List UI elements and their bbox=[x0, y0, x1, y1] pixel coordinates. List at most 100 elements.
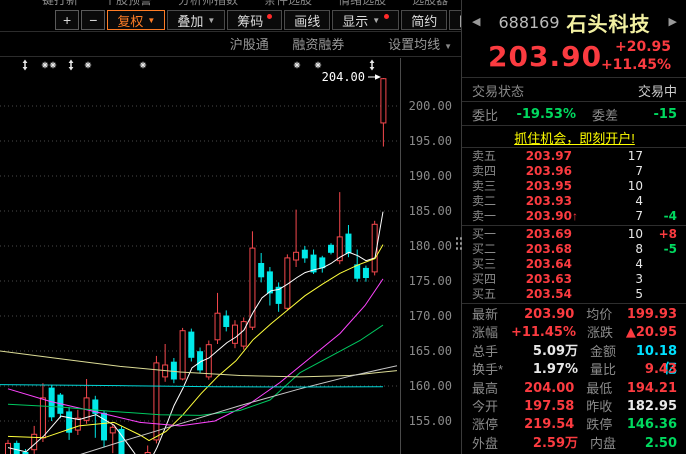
toolbar-button-叠加[interactable]: 叠加 ▼ bbox=[167, 10, 226, 30]
bid-volume: 8 bbox=[635, 242, 643, 256]
candle-body bbox=[153, 362, 160, 441]
stock-header: ◀ 688169 石头科技 ▶ bbox=[462, 9, 686, 36]
stat-label: 内盘 bbox=[590, 435, 617, 451]
ask-delta bbox=[643, 149, 677, 164]
stat-label: 今开 bbox=[472, 398, 499, 414]
open-account-link[interactable]: 抓住机会，即刻开户! bbox=[514, 130, 635, 146]
notification-dot-icon bbox=[384, 14, 390, 19]
stat-value: 203.90 bbox=[524, 307, 575, 322]
price-direction-arrow-icon bbox=[572, 257, 582, 272]
bid-label: 买五 bbox=[472, 287, 497, 301]
stats-row: 涨幅 +11.45% 涨跌 ▲20.95 bbox=[462, 324, 686, 342]
link-margin-trading[interactable]: 融资融券 bbox=[292, 37, 345, 52]
stat-label: 涨幅 bbox=[472, 325, 499, 341]
candle-body bbox=[170, 361, 177, 380]
y-axis-label: 155.00 bbox=[408, 414, 452, 428]
event-updown-icon bbox=[369, 59, 375, 63]
stat-label: 最低 bbox=[586, 380, 613, 396]
toolbar-button-筹码[interactable]: 筹码 bbox=[227, 10, 283, 30]
bid-delta: -5 bbox=[663, 242, 677, 256]
stats-row: 最高 204.00 最低 194.21 bbox=[462, 380, 686, 398]
bid-label: 买三 bbox=[472, 257, 497, 271]
candle-body bbox=[22, 452, 29, 454]
candle-body bbox=[319, 257, 326, 269]
stat-label: 均价 bbox=[586, 307, 613, 322]
event-updown-icon bbox=[22, 59, 28, 63]
stat-label: 金额 bbox=[590, 343, 617, 359]
stat-label: 外盘 bbox=[472, 435, 499, 451]
ask-label: 卖二 bbox=[472, 194, 497, 208]
y-axis-label: 190.00 bbox=[408, 169, 452, 183]
stat-value: 1.97% bbox=[532, 362, 578, 378]
candle-body bbox=[310, 254, 317, 273]
event-star-icon bbox=[85, 62, 91, 68]
event-updown-icon bbox=[369, 67, 375, 71]
next-stock-arrow[interactable]: ▶ bbox=[668, 16, 677, 28]
stat-value: 197.58 bbox=[524, 398, 575, 414]
zoom-in-button[interactable]: + bbox=[55, 10, 80, 30]
ask-volume: 4 bbox=[635, 194, 643, 208]
chevron-down-icon: ▼ bbox=[207, 15, 216, 25]
last-price: 203.90 bbox=[488, 40, 603, 73]
button-label: 简约 bbox=[411, 13, 438, 29]
ask-delta bbox=[643, 179, 677, 194]
event-updown-icon bbox=[68, 59, 74, 63]
stat-label: 量比 bbox=[590, 362, 617, 378]
link-hgt[interactable]: 沪股通 bbox=[229, 37, 269, 52]
button-label: − bbox=[89, 12, 98, 28]
bid-price: 203.63 bbox=[525, 272, 572, 286]
change-percent: +11.45% bbox=[600, 57, 671, 73]
weibi-row: 委比 -19.53% 委差 -15 bbox=[462, 103, 686, 125]
candlestick-chart[interactable]: 204.00 bbox=[0, 58, 402, 454]
candle-body bbox=[144, 452, 151, 454]
chart-sub-toolbar: 沪股通 融资融券 设置均线 ▼ bbox=[0, 34, 452, 54]
toolbar-button-复权[interactable]: 复权 ▼ bbox=[107, 10, 166, 30]
ask-delta bbox=[643, 164, 677, 179]
price-direction-arrow-icon bbox=[572, 194, 582, 209]
price-block: 203.90 +20.95 +11.45% bbox=[462, 38, 686, 76]
prev-stock-arrow[interactable]: ◀ bbox=[472, 16, 481, 28]
chevron-down-icon: ▼ bbox=[372, 15, 381, 25]
stat-value: 219.54 bbox=[524, 417, 575, 433]
price-direction-arrow-icon bbox=[572, 164, 582, 179]
zoom-out-button[interactable]: − bbox=[81, 10, 106, 30]
top-menu-item[interactable]: 情绪选股 bbox=[338, 0, 387, 7]
ask-label: 卖四 bbox=[472, 164, 497, 178]
y-axis-label: 165.00 bbox=[408, 344, 452, 358]
top-menu-item[interactable]: 个股预警 bbox=[104, 0, 153, 7]
toolbar-divider bbox=[0, 31, 461, 32]
event-updown-icon bbox=[68, 67, 74, 71]
price-direction-arrow-icon bbox=[572, 149, 582, 164]
bid-row: 买五 203.54 5 bbox=[462, 287, 686, 302]
top-menu-item[interactable]: 选股器 bbox=[412, 0, 449, 7]
high-price-annotation: 204.00 bbox=[322, 70, 365, 84]
candle-body bbox=[258, 263, 265, 278]
splitter-grip[interactable] bbox=[455, 236, 464, 250]
toolbar-button-画线[interactable]: 画线 bbox=[284, 10, 331, 30]
price-direction-arrow-icon bbox=[572, 272, 582, 287]
ask-row: 卖三 203.95 10 bbox=[462, 179, 686, 194]
top-menu-item[interactable]: 分析师指数 bbox=[178, 0, 239, 7]
candle-body bbox=[66, 411, 73, 433]
ask-volume: 7 bbox=[635, 164, 643, 178]
bid-delta bbox=[643, 257, 677, 272]
toolbar-button-显示[interactable]: 显示 ▼ bbox=[332, 10, 400, 30]
candle-body bbox=[275, 286, 282, 304]
stat-value: 10.18亿 bbox=[635, 343, 677, 378]
top-menu-item[interactable]: 一键打新 bbox=[30, 0, 79, 7]
candle-body bbox=[223, 315, 230, 327]
top-menu-item[interactable]: 条件选股 bbox=[264, 0, 313, 7]
candle-body bbox=[266, 271, 273, 294]
candle-body bbox=[231, 324, 238, 344]
link-ma-settings[interactable]: 设置均线 ▼ bbox=[388, 37, 452, 52]
price-direction-arrow-icon bbox=[572, 287, 582, 302]
toolbar-button-简约[interactable]: 简约 bbox=[401, 10, 448, 30]
stats-row: 最新 203.90 均价 199.93 bbox=[462, 306, 686, 324]
price-direction-arrow-icon bbox=[572, 179, 582, 194]
divider bbox=[462, 225, 686, 226]
price-direction-arrow-icon bbox=[572, 227, 582, 242]
stat-value: 2.59万 bbox=[532, 435, 578, 451]
bid-delta bbox=[643, 272, 677, 287]
y-axis-label: 160.00 bbox=[408, 379, 452, 393]
